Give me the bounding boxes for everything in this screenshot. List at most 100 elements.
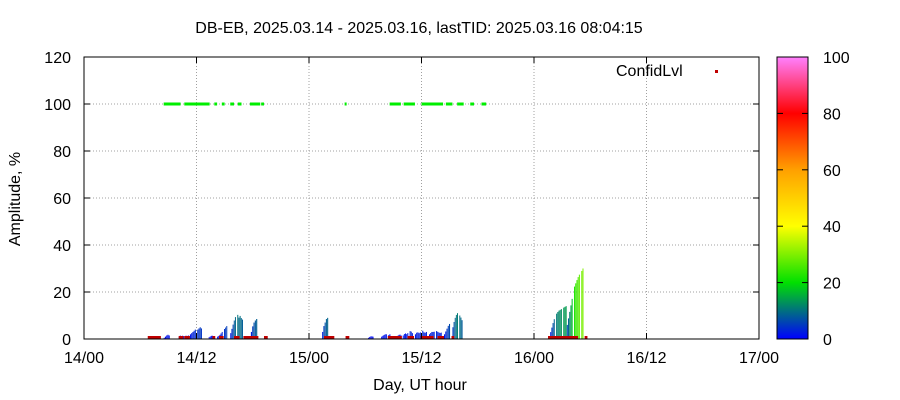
amplitude-bar: [418, 333, 420, 340]
amplitude-bar: [168, 335, 170, 339]
amplitude-bar: [370, 336, 372, 339]
amplitude-bar: [560, 309, 562, 339]
amplitude-bar: [577, 277, 579, 339]
amplitude-bar: [563, 307, 565, 339]
amplitude-bar: [199, 327, 201, 339]
amplitude-bar: [410, 331, 412, 339]
amplitude-bar: [565, 306, 567, 339]
x-tick-label: 15/12: [401, 350, 441, 367]
colorbar: 0 20 40 60 80 100: [776, 50, 850, 349]
low-amplitude-point: [147, 336, 161, 339]
low-amplitude-point: [243, 336, 259, 339]
confidence-point: [184, 102, 210, 106]
y-axis-label: Amplitude, %: [7, 152, 24, 246]
y-tick-label: 20: [53, 285, 71, 302]
amplitude-bar: [209, 336, 211, 339]
colorbar-gradient: [776, 56, 809, 340]
amplitude-bar: [403, 334, 405, 339]
confidence-point: [249, 102, 261, 106]
amplitude-bar: [238, 317, 240, 339]
amplitude-bar: [558, 310, 560, 339]
amplitude-bar: [231, 328, 233, 339]
amplitude-bar: [239, 315, 241, 339]
x-tick-label: 17/00: [739, 350, 779, 367]
colorbar-tick-label: 40: [823, 219, 841, 236]
amplitude-bar: [167, 334, 169, 339]
amplitude-bar: [240, 318, 242, 339]
amplitude-bar: [192, 331, 194, 339]
amplitude-bar: [163, 337, 165, 339]
x-tick-label: 16/12: [626, 350, 666, 367]
confidence-point: [481, 102, 487, 106]
amplitude-bar: [551, 327, 553, 339]
legend: ConfidLvl: [616, 63, 718, 80]
confidence-point: [470, 102, 474, 106]
amplitude-bar: [234, 317, 236, 339]
amplitude-bar: [461, 320, 463, 339]
amplitude-bar: [452, 327, 454, 339]
amplitude-bar: [453, 321, 455, 339]
low-amplitude-point: [584, 336, 588, 339]
amplitude-bar: [568, 318, 570, 339]
low-amplitude-point: [324, 336, 335, 339]
amplitude-bar: [218, 335, 220, 339]
amplitude-bar: [414, 334, 416, 339]
amplitude-bar: [449, 323, 451, 339]
low-amplitude-point: [264, 336, 268, 339]
x-tick-label: 14/00: [64, 350, 104, 367]
amplitude-bar: [406, 334, 408, 339]
low-amplitude-point: [407, 336, 414, 339]
low-amplitude-point: [184, 336, 190, 339]
amplitude-bar: [457, 313, 458, 339]
low-amplitude-point: [397, 336, 402, 339]
y-tick-label: 120: [44, 50, 71, 67]
low-amplitude-point: [437, 336, 444, 339]
y-tick-label: 100: [44, 97, 71, 114]
low-amplitude-point: [548, 336, 579, 339]
confidence-point: [421, 102, 444, 106]
amplitude-bar: [550, 332, 552, 339]
low-amplitude-point: [423, 336, 434, 339]
amplitude-bar: [405, 333, 407, 339]
amplitude-bar: [210, 335, 212, 339]
amplitude-bar: [575, 283, 577, 339]
amplitude-bar: [436, 331, 438, 339]
amplitude-bar: [232, 324, 234, 339]
confidence-point: [221, 102, 225, 106]
amplitude-bar: [253, 322, 255, 339]
amplitude-bar: [417, 332, 419, 339]
low-amplitude-point: [387, 336, 399, 339]
x-tick-label: 16/00: [514, 350, 554, 367]
confidence-point: [261, 102, 264, 106]
colorbar-tick-label: 60: [823, 163, 841, 180]
low-amplitude-point: [219, 336, 224, 339]
amplitude-bar: [570, 305, 572, 339]
amplitude-bar: [225, 327, 227, 339]
amplitude-bar: [576, 280, 578, 339]
amplitude-bar: [193, 330, 195, 339]
amplitude-bar: [444, 334, 446, 339]
amplitude-bar: [221, 331, 223, 339]
colorbar-tick-label: 0: [823, 332, 832, 349]
amplitude-bar: [369, 336, 371, 339]
amplitude-bar: [433, 331, 435, 339]
amplitude-bar: [419, 332, 421, 339]
amplitude-bar: [582, 268, 584, 339]
amplitude-bar: [564, 306, 566, 339]
amplitude-bar: [383, 334, 385, 339]
amplitude-bar: [557, 311, 559, 339]
amplitude-bar: [416, 332, 418, 339]
amplitude-bar: [256, 319, 258, 339]
y-tick-label: 0: [62, 332, 71, 349]
amplitude-bar: [323, 326, 325, 339]
low-amplitude-point: [234, 336, 240, 339]
confidence-point: [457, 102, 464, 106]
amplitude-bar: [459, 315, 461, 339]
amplitude-bar: [217, 336, 219, 339]
legend-marker: [715, 70, 718, 73]
low-amplitude-point: [178, 336, 184, 339]
amplitude-bar: [445, 331, 447, 339]
x-axis: 14/00 14/12 15/00 15/12 16/00 16/12 17/00: [64, 57, 779, 367]
amplitude-bar: [197, 329, 199, 339]
